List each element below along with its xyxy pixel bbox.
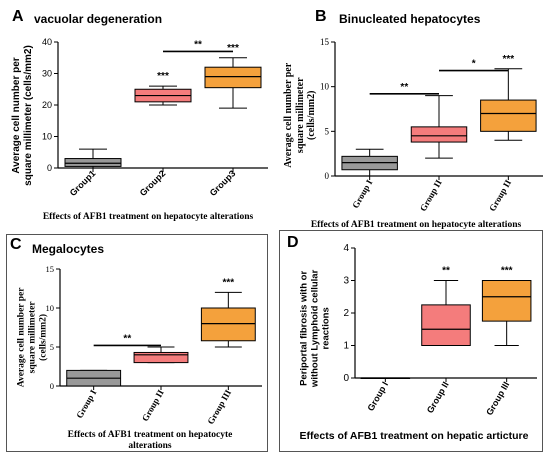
significance-label: ** <box>442 266 450 277</box>
panel-b: B Binucleated hepatocytes Average cell n… <box>275 0 550 230</box>
panel-letter: C <box>10 236 22 253</box>
y-tick-label: 15 <box>46 264 55 274</box>
y-tick-label: 10 <box>46 303 55 313</box>
box-body <box>481 280 532 322</box>
panel-title: Binucleated hepatocytes <box>339 12 481 26</box>
y-tick-label: 5 <box>325 126 330 136</box>
significance-label: ** <box>400 82 408 93</box>
y-tick-label: 10 <box>320 82 330 92</box>
x-axis-title: Effects of AFB1 treatment on hepatocyte … <box>310 220 522 230</box>
category-label: Group3 <box>208 168 238 198</box>
significance-label: ** <box>123 333 131 344</box>
y-tick-label: 5 <box>50 342 54 352</box>
y-tick-label: 0 <box>343 373 349 384</box>
category-label: Group II <box>418 178 444 213</box>
significance-label: *** <box>227 43 239 54</box>
box-2 <box>134 85 192 106</box>
box-body <box>480 99 537 132</box>
category-label: Group III <box>484 380 511 417</box>
category-label: Group2 <box>138 168 168 198</box>
panel-border <box>279 230 543 452</box>
x-axis-title: Effects of AFB1 treatment on hepatocyte … <box>40 430 260 452</box>
box-1 <box>66 369 122 387</box>
significance-label: *** <box>222 277 234 288</box>
y-tick-label: 1 <box>343 341 349 352</box>
significance-label: * <box>472 59 476 70</box>
box-body <box>204 66 262 89</box>
y-tick-label: 20 <box>42 100 52 110</box>
panel-a: A vacuolar degeneration Average cell num… <box>0 0 275 228</box>
significance-label: *** <box>502 54 514 65</box>
box-2 <box>421 280 471 346</box>
panel-c: C Megalocytes Average cell number per sq… <box>0 228 275 457</box>
panel-letter: A <box>12 8 24 25</box>
box-2 <box>410 95 468 159</box>
y-tick-label: 0 <box>325 171 330 181</box>
significance-label: ** <box>194 39 202 50</box>
box-body <box>64 158 122 167</box>
significance-label: *** <box>157 71 169 82</box>
y-tick-label: 4 <box>343 243 349 254</box>
y-tick-label: 3 <box>343 276 349 287</box>
significance-label: *** <box>501 266 513 277</box>
panel-border <box>6 234 268 452</box>
panel-letter: D <box>287 234 299 251</box>
y-tick-label: 0 <box>47 163 52 173</box>
x-axis-title: Effects of AFB1 treatment on hepatic art… <box>299 430 529 442</box>
category-label: Group I <box>350 178 374 210</box>
panel-letter: B <box>315 8 327 25</box>
box-body <box>421 304 471 346</box>
category-label: Group1 <box>68 168 98 198</box>
category-label: Group I <box>365 380 390 413</box>
panel-title: vacuolar degeneration <box>34 12 163 26</box>
panel-title: Megalocytes <box>32 242 105 256</box>
y-tick-label: 10 <box>42 132 52 142</box>
x-axis-title-line: alterations <box>128 440 172 451</box>
box-1 <box>64 148 122 169</box>
box-1 <box>360 377 411 379</box>
box-body <box>410 126 468 143</box>
y-tick-label: 15 <box>320 37 330 47</box>
box-body <box>133 351 189 364</box>
x-axis-title: Effects of AFB1 treatment on hepatocyte … <box>42 212 254 222</box>
category-label: Group II <box>140 388 166 423</box>
x-axis-title-line: Effects of AFB1 treatment on hepatocyte <box>67 430 233 440</box>
category-label: Group I <box>74 388 98 420</box>
box-3 <box>480 68 537 141</box>
y-tick-label: 0 <box>50 381 54 391</box>
box-3 <box>481 280 532 346</box>
category-label: Group II <box>425 380 451 415</box>
box-3 <box>204 57 262 109</box>
y-tick-label: 40 <box>42 37 52 47</box>
box-body <box>200 307 256 342</box>
box-1 <box>341 148 398 177</box>
category-label: Group II <box>487 178 513 213</box>
y-tick-label: 2 <box>343 308 349 319</box>
category-label: Group III <box>205 388 233 426</box>
y-tick-label: 30 <box>42 69 52 79</box>
box-3 <box>200 291 256 348</box>
panel-d: D Periportal fibrosis with or without Ly… <box>275 228 550 457</box>
box-2 <box>133 346 189 364</box>
